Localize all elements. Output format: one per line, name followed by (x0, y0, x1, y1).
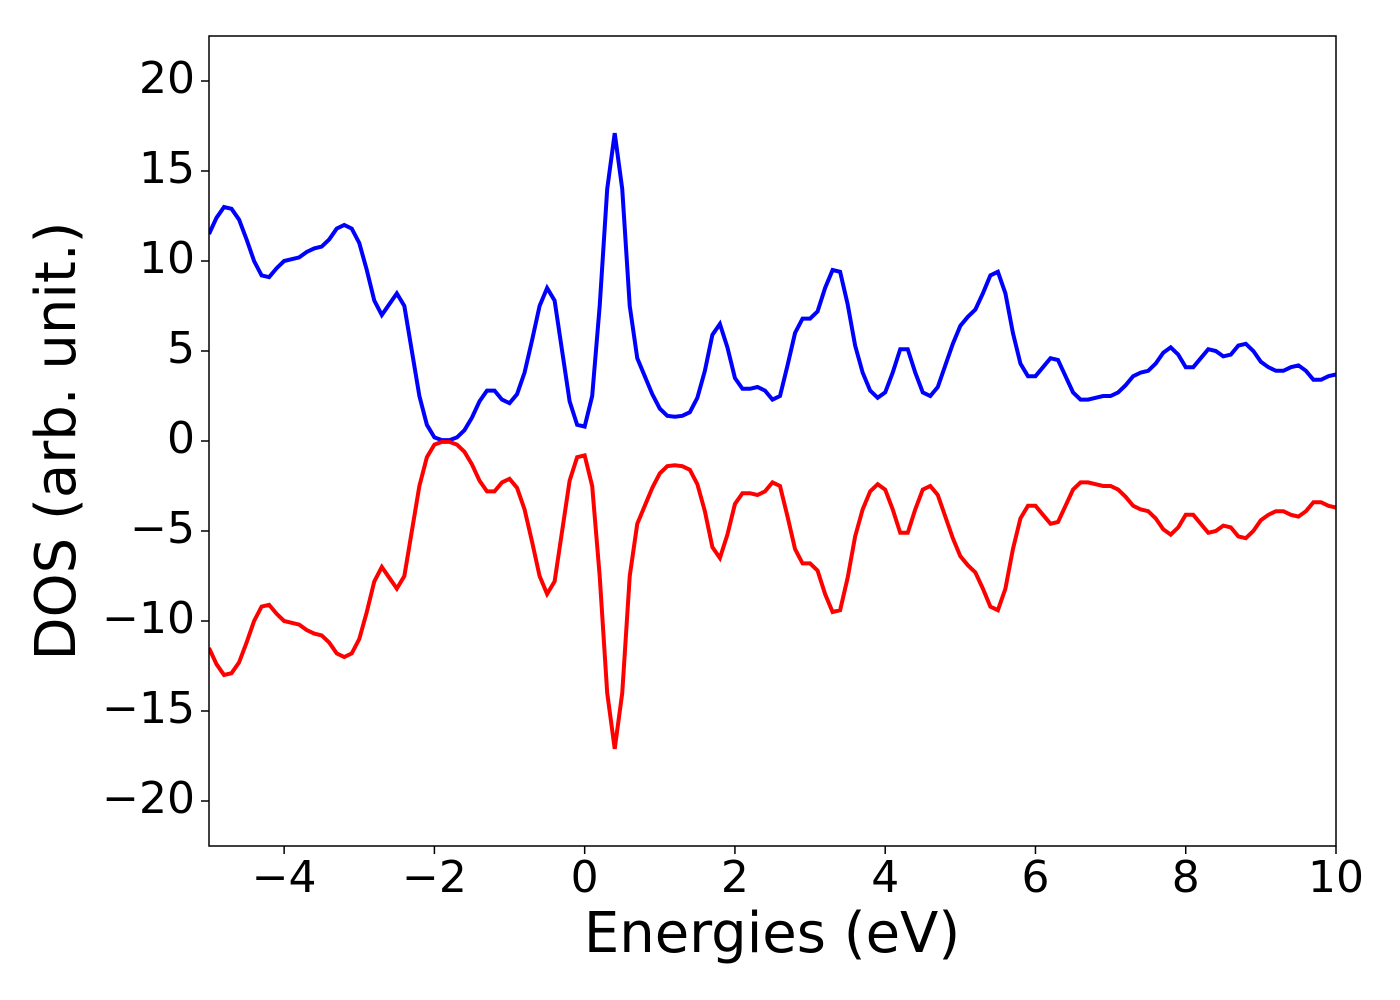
x-axis-label: Energies (eV) (584, 901, 960, 966)
y-tick-label: 5 (167, 323, 195, 374)
x-tick-label: −2 (402, 852, 467, 903)
y-axis-label: DOS (arb. unit.) (24, 221, 89, 660)
x-tick-label: 8 (1172, 852, 1200, 903)
x-tick-label: 2 (721, 852, 749, 903)
y-tick-label: −20 (102, 773, 195, 824)
y-tick-label: 10 (139, 233, 195, 284)
plot-frame (208, 35, 1337, 847)
y-tick-label: −5 (130, 503, 195, 554)
x-tick-label: 10 (1308, 852, 1364, 903)
y-tick-label: 20 (139, 53, 195, 104)
x-tick-label: 0 (571, 852, 599, 903)
series-line (209, 439, 1336, 750)
y-tick-label: −15 (102, 683, 195, 734)
y-tick-label: 0 (167, 413, 195, 464)
y-tick-label: −10 (102, 593, 195, 644)
x-tick-label: 6 (1021, 852, 1049, 903)
series-line (209, 132, 1336, 443)
x-tick-label: 4 (871, 852, 899, 903)
x-tick-label: −4 (252, 852, 317, 903)
y-tick-label: 15 (139, 143, 195, 194)
